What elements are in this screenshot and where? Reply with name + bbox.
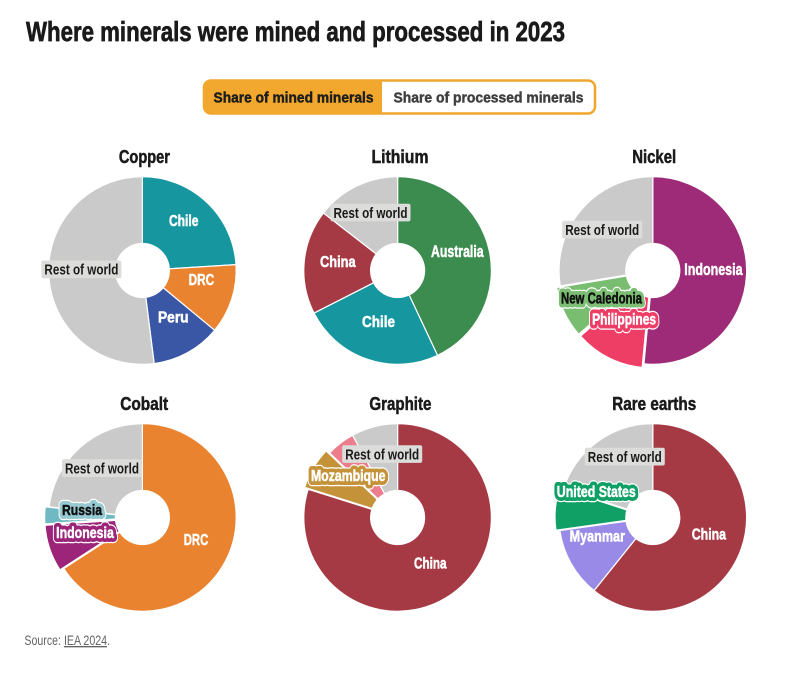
svg-text:Peru: Peru: [158, 310, 189, 327]
svg-text:China: China: [320, 254, 356, 271]
svg-text:Myanmar: Myanmar: [570, 529, 625, 546]
svg-text:Graphite: Graphite: [369, 394, 431, 414]
svg-text:Chile: Chile: [169, 213, 199, 230]
svg-text:Rare earths: Rare earths: [612, 394, 696, 414]
svg-text:Rest of world: Rest of world: [65, 461, 139, 478]
svg-text:Indonesia: Indonesia: [56, 525, 114, 542]
svg-text:DRC: DRC: [189, 272, 215, 289]
svg-text:Philippines: Philippines: [592, 312, 656, 329]
svg-text:Lithium: Lithium: [372, 147, 429, 167]
svg-text:Source: IEA 2024.: Source: IEA 2024.: [24, 633, 110, 648]
svg-text:Chile: Chile: [362, 314, 395, 331]
svg-text:Rest of world: Rest of world: [44, 262, 118, 279]
svg-text:Share of processed minerals: Share of processed minerals: [394, 90, 584, 107]
svg-text:Russia: Russia: [62, 502, 103, 519]
svg-text:Australia: Australia: [431, 243, 484, 261]
svg-text:Cobalt: Cobalt: [120, 394, 168, 414]
svg-text:China: China: [692, 526, 726, 543]
svg-text:Indonesia: Indonesia: [684, 260, 743, 279]
svg-text:China: China: [414, 556, 447, 573]
svg-text:United States: United States: [557, 484, 636, 501]
svg-text:New Caledonia: New Caledonia: [561, 290, 642, 307]
svg-text:Rest of world: Rest of world: [334, 205, 408, 222]
svg-text:Russia: Russia: [62, 502, 103, 519]
svg-text:Mozambique: Mozambique: [311, 468, 386, 485]
svg-text:Rest of world: Rest of world: [588, 449, 662, 466]
svg-text:Indonesia: Indonesia: [56, 525, 114, 542]
svg-text:Where minerals were mined and: Where minerals were mined and processed …: [26, 16, 565, 47]
svg-text:New Caledonia: New Caledonia: [561, 290, 642, 307]
svg-text:Mozambique: Mozambique: [311, 468, 386, 485]
svg-text:United States: United States: [557, 484, 636, 501]
svg-text:Copper: Copper: [119, 147, 170, 167]
svg-text:Nickel: Nickel: [632, 147, 676, 167]
svg-text:Rest of world: Rest of world: [565, 222, 639, 239]
svg-text:Share of mined minerals: Share of mined minerals: [214, 90, 374, 107]
svg-text:Philippines: Philippines: [592, 312, 656, 329]
svg-text:Rest of world: Rest of world: [345, 446, 419, 463]
svg-text:DRC: DRC: [184, 532, 209, 549]
